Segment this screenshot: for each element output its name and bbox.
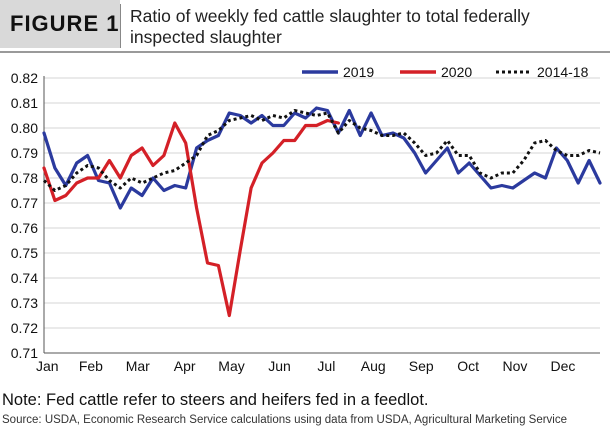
y-tick-label: 0.74: [11, 270, 38, 286]
x-tick-label: Nov: [503, 358, 528, 374]
x-tick-label: Oct: [457, 358, 479, 374]
x-tick-label: Jul: [317, 358, 335, 374]
figure-label: FIGURE 1: [0, 0, 120, 48]
y-tick-label: 0.71: [11, 345, 38, 361]
y-tick-label: 0.76: [11, 220, 38, 236]
chart-note: Note: Fed cattle refer to steers and hei…: [2, 391, 429, 409]
series-line-2014-18: [42, 109, 601, 192]
y-tick-label: 0.72: [11, 320, 38, 336]
y-tick-label: 0.73: [11, 295, 38, 311]
x-tick-label: Aug: [361, 358, 386, 374]
x-tick-label: May: [218, 358, 244, 374]
figure-title: Ratio of weekly fed cattle slaughter to …: [130, 6, 530, 47]
y-tick-label: 0.75: [11, 245, 38, 261]
y-tick-label: 0.80: [11, 120, 38, 136]
legend-label: 2014-18: [537, 64, 589, 80]
header-divider: [120, 4, 121, 48]
y-tick-label: 0.79: [11, 145, 38, 161]
x-tick-label: Sep: [409, 358, 434, 374]
chart-source: Source: USDA, Economic Research Service …: [2, 414, 568, 426]
x-tick-label: Jun: [268, 358, 291, 374]
legend-label: 2020: [441, 64, 472, 80]
x-tick-label: Mar: [126, 358, 150, 374]
x-tick-label: Feb: [79, 358, 103, 374]
x-tick-label: Dec: [550, 358, 575, 374]
y-tick-label: 0.78: [11, 170, 38, 186]
y-tick-label: 0.82: [11, 70, 38, 86]
legend-label: 2019: [343, 64, 374, 80]
series-line-2019: [42, 106, 602, 210]
title-rule: [0, 51, 610, 53]
series-line-2020: [42, 118, 340, 318]
y-tick-label: 0.81: [11, 95, 38, 111]
y-tick-label: 0.77: [11, 195, 38, 211]
line-chart: 0.71 0.72 0.73 0.74 0.75 0.76 0.77 0.78 0.79 0.80…: [11, 64, 602, 374]
x-tick-label: Apr: [174, 358, 196, 374]
x-tick-label: Jan: [36, 358, 59, 374]
